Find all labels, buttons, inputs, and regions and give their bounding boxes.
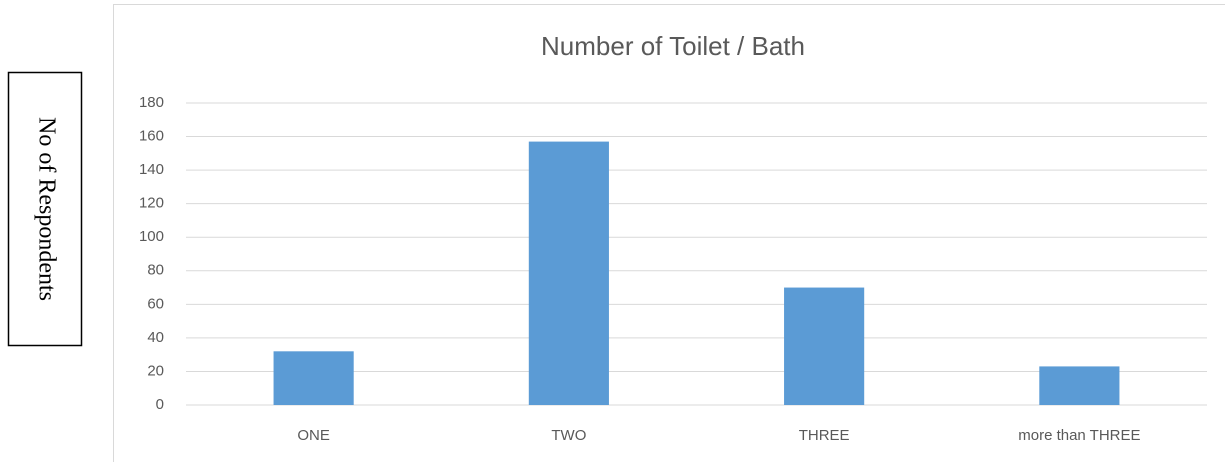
y-tick-label: 60 [147,295,164,312]
y-tick-label: 180 [139,94,164,111]
x-tick-label: more than THREE [1018,427,1140,444]
x-tick-label: ONE [297,427,330,444]
x-tick-label: THREE [799,427,850,444]
axis-label-box [7,71,83,347]
y-tick-label: 80 [147,262,164,279]
y-tick-label: 40 [147,329,164,346]
y-tick-label: 140 [139,161,164,178]
bar [528,141,609,406]
y-tick-label: 120 [139,195,164,212]
x-tick-label: TWO [551,427,586,444]
y-tick-label: 160 [139,128,164,145]
y-tick-label: 0 [156,396,164,413]
y-tick-label: 20 [147,362,164,379]
y-axis-label: No of Respondents [33,117,59,301]
bar [273,351,354,405]
bar [1039,366,1120,405]
y-tick-label: 100 [139,228,164,245]
bar [784,287,865,405]
chart-title: Number of Toilet / Bath [541,31,805,61]
